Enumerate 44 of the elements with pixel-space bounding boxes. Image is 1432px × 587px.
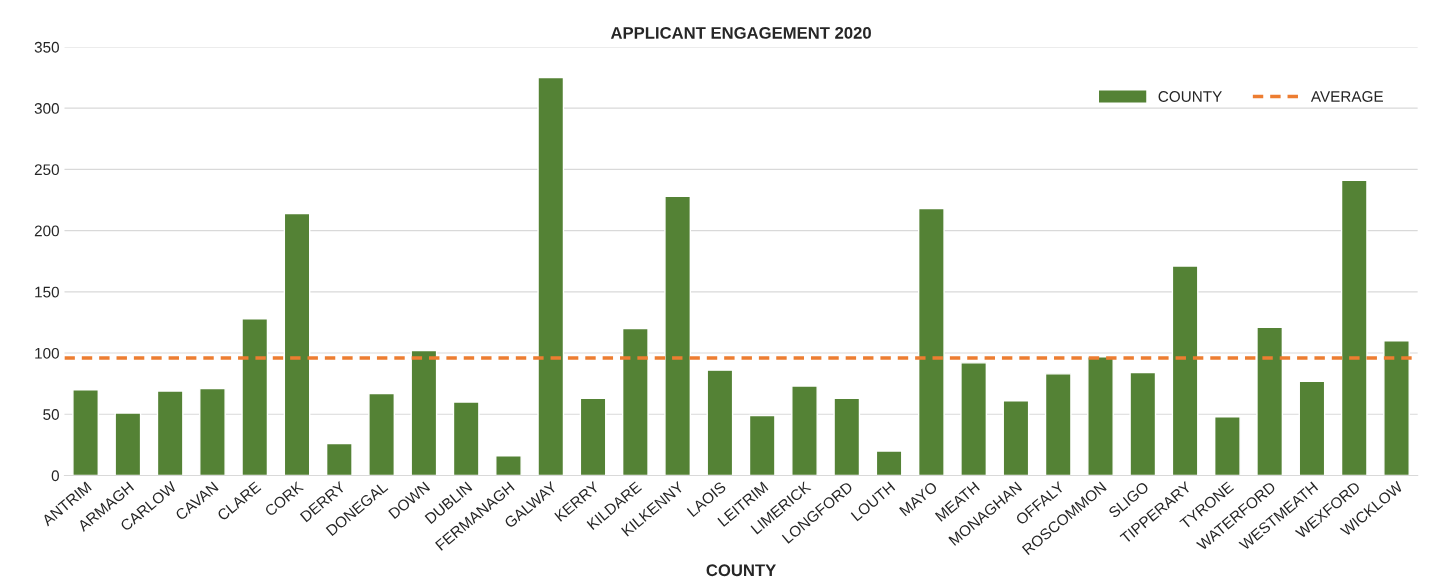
chart-title: APPLICANT ENGAGEMENT 2020 — [610, 26, 871, 39]
bar — [664, 195, 692, 476]
bar — [579, 397, 607, 476]
bar — [199, 387, 226, 476]
y-tick-label: 100 — [35, 347, 59, 359]
bar — [917, 207, 945, 476]
bar — [241, 318, 269, 476]
bar — [495, 455, 522, 476]
y-tick-label: 250 — [34, 164, 59, 176]
bar — [452, 401, 480, 476]
y-tick-label: 50 — [43, 409, 59, 420]
bar — [72, 389, 99, 476]
bar — [1044, 373, 1072, 476]
bar — [537, 76, 565, 476]
bar — [1002, 400, 1030, 476]
bar — [368, 392, 395, 476]
bar — [156, 390, 184, 476]
bar — [1256, 326, 1284, 476]
bar — [1171, 265, 1199, 476]
bar — [748, 414, 776, 476]
bar — [325, 442, 353, 476]
y-tick-label: 0 — [51, 470, 59, 482]
bar — [114, 412, 142, 476]
bar — [1340, 179, 1368, 476]
bar — [1129, 371, 1157, 476]
bar — [283, 212, 311, 476]
bar — [1298, 380, 1326, 476]
bar — [791, 385, 818, 476]
y-tick-label: 150 — [35, 286, 59, 298]
bar — [410, 349, 438, 476]
legend-label: AVERAGE — [1310, 91, 1383, 102]
legend-label: COUNTY — [1158, 91, 1222, 102]
bar — [875, 450, 903, 476]
bar — [1087, 356, 1114, 476]
x-axis-title: COUNTY — [706, 564, 776, 577]
bar — [621, 327, 649, 476]
bar — [833, 397, 861, 476]
y-tick-label: 350 — [34, 41, 59, 53]
y-tick-label: 300 — [34, 103, 59, 114]
bar — [1383, 340, 1410, 476]
y-tick-label: 200 — [34, 225, 59, 237]
bar — [706, 369, 734, 476]
bar — [960, 362, 988, 476]
bar — [1213, 416, 1241, 476]
